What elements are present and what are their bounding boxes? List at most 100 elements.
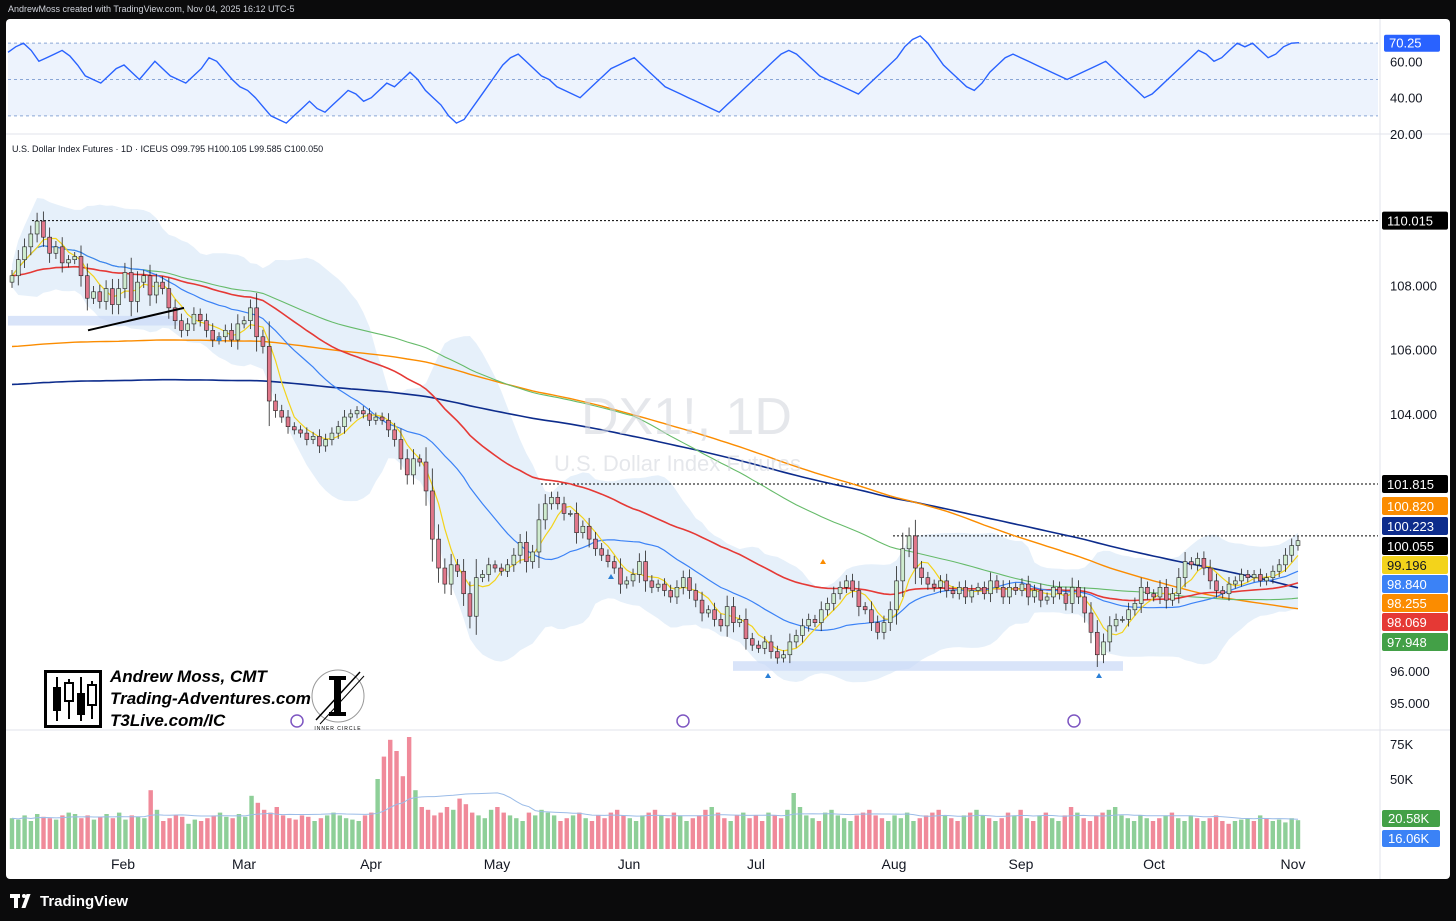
ma-badge-label: 98.069	[1387, 615, 1427, 630]
volume-bar	[287, 818, 292, 849]
volume-bar	[1245, 818, 1250, 849]
event-marker-icon	[290, 714, 304, 728]
candle-body	[881, 622, 887, 633]
candle	[172, 299, 178, 330]
candle	[555, 491, 561, 510]
volume-bar	[1201, 821, 1206, 849]
price-tick-label: 95.000	[1390, 696, 1430, 711]
candle-body	[586, 525, 592, 540]
candle-body	[423, 461, 429, 492]
volume-bar	[312, 821, 317, 849]
sma150-line	[11, 339, 1299, 610]
candle-body	[844, 580, 849, 588]
candle	[1095, 620, 1100, 667]
candle-body	[1270, 570, 1276, 578]
candle-body	[762, 641, 768, 649]
candle-body	[1038, 590, 1044, 601]
time-axis-label: Aug	[882, 856, 907, 872]
volume-bar	[22, 815, 27, 849]
candle-body	[957, 587, 962, 595]
candle-body	[862, 606, 868, 611]
volume-bar	[16, 819, 21, 849]
chart-svg: 60.00 40.00 20.00 70.25 108.000 106.000 104.00…	[6, 19, 1450, 879]
tradingview-logo[interactable]: TradingView	[10, 893, 128, 910]
candle	[442, 558, 448, 594]
volume-bar	[1176, 818, 1181, 849]
candle-body	[818, 609, 824, 623]
ma-badge	[1382, 594, 1448, 612]
candle-body	[204, 320, 209, 331]
volume-bar	[1075, 812, 1080, 849]
sequence-marker-icon	[1096, 673, 1102, 678]
tradingview-footer: TradingView	[0, 881, 1456, 921]
candle-body	[473, 577, 479, 617]
candle-body	[1032, 590, 1037, 598]
volume-bar	[110, 818, 116, 849]
candle	[1201, 551, 1207, 576]
volume-bar	[1232, 821, 1238, 849]
candle	[1176, 568, 1182, 604]
volume-bar	[482, 818, 488, 849]
candle-body	[166, 288, 172, 309]
time-axis-label: Sep	[1009, 856, 1034, 872]
volume-bar	[949, 818, 954, 849]
volume-bar	[1112, 807, 1118, 849]
volume-bar	[678, 815, 683, 849]
volume-bar	[1018, 809, 1023, 849]
candle-body	[856, 590, 862, 607]
volume-bar	[104, 814, 109, 849]
volume-bar	[444, 807, 450, 849]
volume-bar	[186, 823, 191, 849]
volume-bar	[179, 816, 185, 849]
candle	[1126, 602, 1131, 627]
volume-bar	[1213, 815, 1219, 849]
candle	[22, 238, 27, 269]
candle	[1051, 580, 1056, 605]
candle	[674, 580, 680, 605]
candle-body	[517, 542, 523, 556]
candle-body	[680, 577, 686, 588]
candle-body	[461, 570, 466, 595]
candle	[455, 559, 460, 578]
candle	[110, 278, 115, 315]
candle-body	[812, 619, 818, 623]
candle-body	[1132, 603, 1138, 611]
candle	[1276, 559, 1282, 578]
candle	[881, 615, 887, 640]
candle-body	[436, 538, 441, 569]
candle-body	[693, 590, 699, 601]
volume-bar	[665, 818, 670, 849]
volume-bar	[1157, 818, 1162, 849]
ma-badge-label: 97.948	[1387, 635, 1427, 650]
candle	[235, 314, 241, 350]
candle-body	[1000, 587, 1006, 598]
candle	[147, 264, 153, 306]
volume-bar	[520, 821, 525, 849]
candle-body	[185, 323, 190, 331]
candle	[524, 531, 529, 573]
volume-bar	[879, 818, 885, 849]
candle	[373, 412, 379, 425]
candle-body	[1013, 587, 1018, 591]
candle	[436, 524, 441, 583]
author-block: Andrew Moss, CMT Trading-Adventures.com …	[110, 666, 311, 732]
candle-body	[555, 497, 561, 505]
volume-bar	[1012, 815, 1017, 849]
candle	[160, 276, 165, 295]
candle	[737, 614, 742, 628]
candle	[549, 491, 554, 510]
badge-101815	[1382, 475, 1448, 494]
volume-bar	[123, 819, 128, 849]
candle-body	[593, 538, 598, 550]
watermark-ticker: DX1!, 1D	[581, 388, 792, 446]
candle-body	[1233, 580, 1238, 585]
volume-bar	[261, 809, 267, 849]
candle-body	[1239, 574, 1244, 582]
candle	[367, 408, 372, 427]
volume-bar	[1226, 823, 1231, 849]
time-axis-label: May	[484, 856, 510, 872]
volume-bar	[1138, 815, 1143, 849]
candle	[1026, 575, 1031, 606]
candle	[718, 613, 724, 632]
